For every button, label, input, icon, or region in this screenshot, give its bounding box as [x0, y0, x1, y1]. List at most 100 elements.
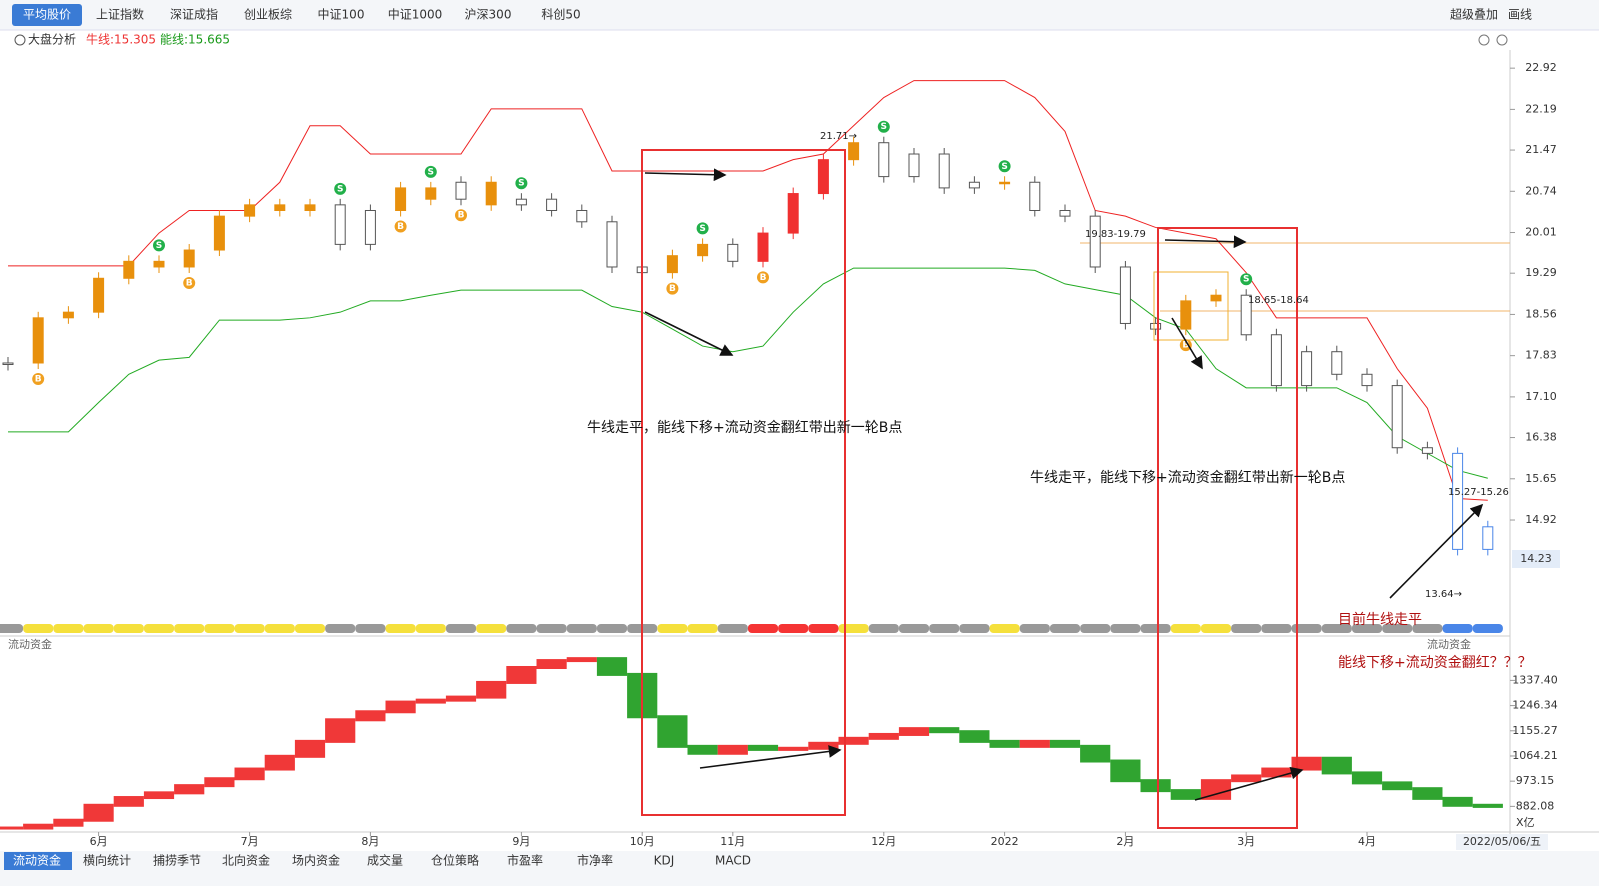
flow-mark: [1472, 803, 1503, 808]
price-note: 15.27-15.26: [1448, 487, 1509, 498]
state-strip: [294, 624, 326, 633]
flow-mark: [385, 700, 416, 714]
arrows: [644, 168, 1484, 801]
y-tick-label: 17.83: [1525, 349, 1557, 362]
candle: [1029, 181, 1041, 211]
flow-mark: [808, 741, 839, 750]
candle: [1482, 526, 1494, 550]
signal-badge: [696, 222, 709, 235]
last-price-box: [1512, 549, 1560, 568]
candle: [938, 153, 950, 189]
flow-mark: [1019, 739, 1050, 748]
flow-mark: [174, 784, 205, 795]
y-tick-label: 22.19: [1525, 102, 1557, 115]
y-tick-label: 21.47: [1525, 143, 1557, 156]
bottom-tab[interactable]: 市盈率: [507, 853, 543, 868]
state-strip: [143, 624, 175, 633]
signal-label: S: [518, 179, 524, 189]
x-tick-label: 10月: [630, 835, 655, 848]
help-icon[interactable]: [1496, 34, 1508, 46]
signal-label: S: [881, 122, 887, 132]
state-strip: [83, 624, 114, 633]
bottom-tab[interactable]: 横向统计: [83, 853, 131, 868]
signal-badge: [455, 209, 467, 222]
state-strip: [1261, 624, 1292, 633]
state-strip: [1321, 624, 1352, 633]
bottom-tab[interactable]: MACD: [715, 854, 751, 868]
settings-icon[interactable]: [1478, 34, 1490, 46]
flow-mark: [1080, 744, 1111, 763]
state-strip: [898, 624, 930, 633]
state-strip: [23, 624, 54, 633]
candle: [183, 249, 195, 268]
signal-badge: [998, 160, 1011, 173]
flow-mark: [536, 659, 567, 669]
flow-mark: [657, 715, 688, 748]
bottom-tab[interactable]: 市净率: [577, 853, 613, 868]
signal-label: B: [458, 211, 465, 221]
flow-mark: [1351, 771, 1383, 785]
state-strip: [838, 624, 869, 633]
tab[interactable]: 平均股价: [23, 8, 71, 22]
flow-mark: [234, 767, 265, 781]
bottom-tab[interactable]: 仓位策略: [431, 853, 479, 868]
flow-mark: [1200, 779, 1232, 800]
tab[interactable]: 创业板综: [244, 8, 292, 22]
y-tick-label: 20.01: [1525, 226, 1557, 239]
candle: [1361, 373, 1373, 387]
signal-label: S: [428, 167, 434, 177]
candle: [908, 153, 920, 178]
flow-mark: [1382, 781, 1413, 791]
bottom-bar: [0, 851, 1599, 886]
state-strip: [445, 624, 477, 633]
y-tick-label: 16.38: [1525, 431, 1557, 444]
tab[interactable]: 中证100: [318, 7, 365, 22]
candle: [515, 198, 527, 206]
state-strip: [1472, 624, 1503, 633]
tab[interactable]: 中证1000: [388, 7, 443, 22]
bottom-tab[interactable]: 成交量: [367, 853, 403, 868]
legend-bull: 牛线:15.305: [86, 32, 156, 47]
x-tick-label: 7月: [241, 835, 259, 848]
tab[interactable]: 沪深300: [465, 8, 512, 22]
date-label: 2022/05/06/五: [1463, 835, 1541, 848]
tool-button[interactable]: 画线: [1508, 8, 1532, 22]
state-strip: [1200, 624, 1232, 633]
arrow: [644, 168, 727, 182]
bottom-tab[interactable]: 场内资金: [292, 853, 340, 868]
bottom-tab[interactable]: 流动资金: [13, 853, 61, 868]
tab[interactable]: 深证成指: [170, 7, 218, 22]
candle: [62, 311, 74, 319]
unit-label: X亿: [1516, 816, 1535, 829]
candle: [213, 215, 225, 251]
state-strip: [355, 624, 386, 633]
y-tick-label: 973.15: [1516, 774, 1555, 787]
signal-badge: [1240, 273, 1253, 286]
state-strip: [1110, 624, 1141, 633]
flow-mark: [355, 710, 386, 722]
menu-icon[interactable]: [14, 34, 26, 46]
candle: [546, 198, 558, 211]
candle: [1059, 209, 1071, 217]
candle: [32, 317, 44, 364]
price-note: 13.64→: [1425, 589, 1462, 600]
bottom-tab[interactable]: 捕捞季节: [153, 853, 201, 868]
x-tick-label: 2月: [1116, 835, 1134, 848]
highlight-box: [1153, 271, 1229, 341]
tool-button[interactable]: 超级叠加: [1450, 7, 1498, 22]
flow-mark: [898, 727, 930, 736]
y-tick-label: 17.10: [1525, 390, 1557, 403]
candle: [2, 362, 14, 366]
signal-badge: [515, 177, 528, 190]
state-strip: [1231, 624, 1262, 633]
bottom-tab[interactable]: KDJ: [654, 854, 675, 868]
bottom-tab[interactable]: 北向资金: [222, 853, 270, 868]
y-tick-label: 14.92: [1525, 513, 1557, 526]
tab[interactable]: 科创50: [541, 8, 580, 22]
state-strip: [778, 624, 809, 633]
y-tick-label: 1155.27: [1512, 724, 1558, 737]
state-strip: [385, 624, 416, 633]
tab[interactable]: 上证指数: [96, 7, 144, 22]
flow-mark: [53, 818, 84, 827]
